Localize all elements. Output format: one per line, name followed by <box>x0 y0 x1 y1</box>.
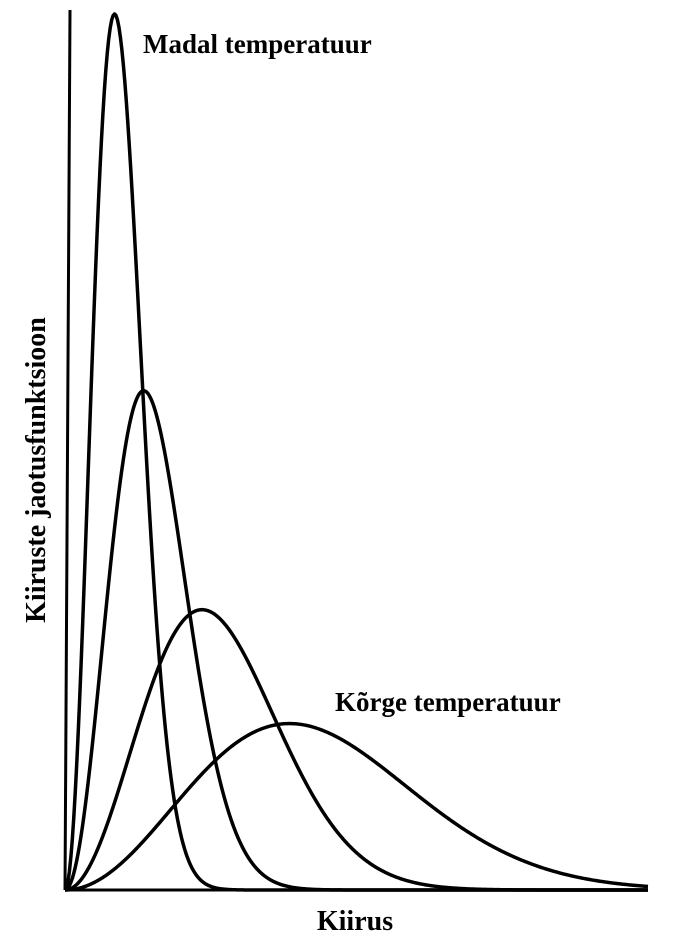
x-axis-label: Kiirus <box>317 906 393 937</box>
curve-1 <box>63 12 649 892</box>
curve-3 <box>64 607 649 892</box>
curves-group <box>63 12 649 892</box>
annotation-low-temp: Madal temperatuur <box>143 29 372 59</box>
annotation-high-temp: Kõrge temperatuur <box>335 687 561 717</box>
y-axis-label: Kiiruste jaotusfunktsioon <box>21 317 52 623</box>
curve-4 <box>64 721 649 892</box>
y-axis <box>63 9 72 891</box>
curve-2 <box>64 388 649 892</box>
